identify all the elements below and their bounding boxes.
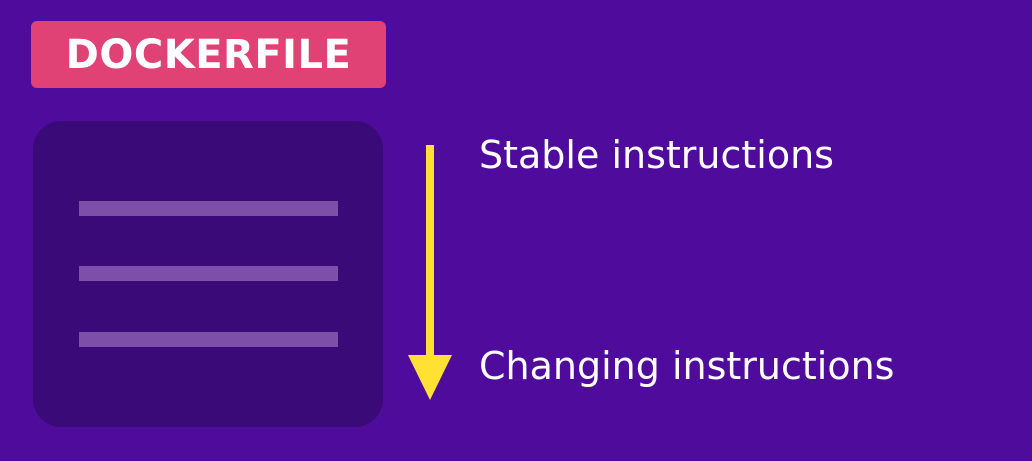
instruction-line	[79, 332, 338, 347]
dockerfile-card	[33, 121, 383, 427]
dockerfile-badge: DOCKERFILE	[31, 21, 386, 88]
badge-label: DOCKERFILE	[65, 31, 352, 78]
down-arrow-icon	[408, 145, 452, 400]
instruction-line	[79, 266, 338, 281]
stable-instructions-label: Stable instructions	[479, 133, 834, 177]
instruction-line	[79, 201, 338, 216]
changing-instructions-label: Changing instructions	[479, 344, 895, 388]
